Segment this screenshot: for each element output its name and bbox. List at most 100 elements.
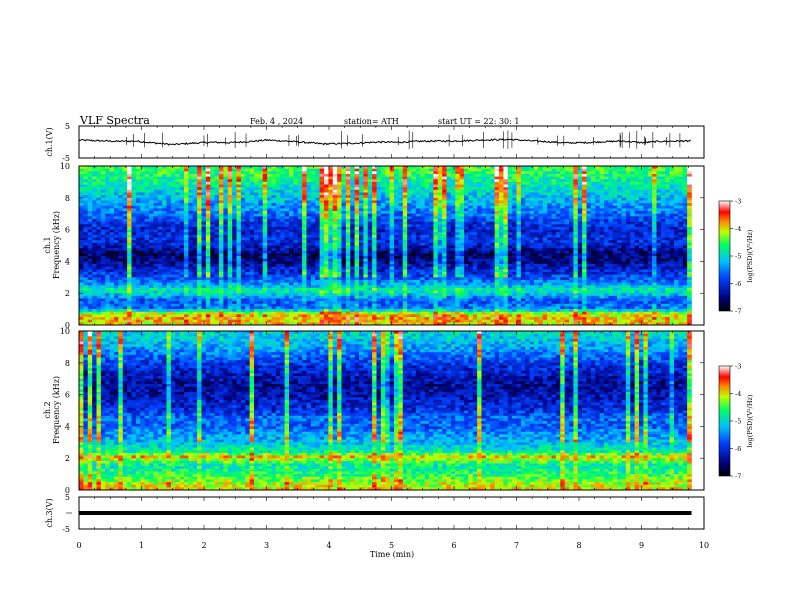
spectrogram-cell [617, 208, 622, 212]
spectrogram-cell [385, 200, 390, 204]
spectrogram-cell [630, 197, 635, 201]
spectrogram-cell [354, 253, 360, 257]
spectrogram-cell [512, 176, 517, 180]
spectrogram-cell [625, 187, 631, 191]
spectrogram-cell [293, 245, 299, 249]
spectrogram-cell [555, 232, 561, 236]
spectrogram-cell [135, 189, 141, 193]
spectrogram-cell [682, 211, 688, 214]
spectrogram-cell [564, 176, 570, 180]
spectrogram-cell [324, 192, 329, 196]
spectrogram-cell [240, 240, 246, 244]
spectrogram-cell [92, 221, 97, 225]
spectrogram-cell [144, 213, 150, 217]
spectrogram-cell [162, 211, 167, 214]
spectrogram-cell [398, 192, 404, 196]
spectrogram-cell [96, 237, 102, 241]
spectrogram-cell [236, 208, 242, 212]
spectrogram-cell [415, 232, 421, 236]
spectrogram-cell [599, 205, 605, 209]
spectrogram-cell [188, 248, 194, 252]
spectrogram-cell [328, 216, 334, 220]
spectrogram-cell [599, 213, 605, 217]
spectrogram-cell [87, 250, 93, 254]
spectrogram-cell [490, 200, 495, 204]
spectrogram-cell [402, 237, 408, 241]
spectrogram-cell [197, 245, 202, 249]
spectrogram-cell [621, 208, 627, 212]
spectrogram-cell [503, 250, 509, 254]
spectrogram-cell [411, 173, 417, 177]
spectrogram-cell [297, 253, 303, 257]
spectrogram-cell [411, 203, 417, 207]
spectrogram-cell [534, 242, 539, 246]
spectrogram-cell [507, 184, 513, 188]
spectrogram-cell [192, 192, 198, 196]
spectrogram-cell [494, 248, 500, 252]
spectrogram-cell [319, 179, 325, 183]
spectrogram-cell [354, 192, 360, 196]
spectrogram-cell [166, 187, 172, 191]
spectrogram-cell [227, 197, 233, 201]
spectrogram-cell [100, 248, 106, 252]
spectrogram-cell [520, 253, 526, 257]
spectrogram-cell [227, 229, 233, 233]
spectrogram-cell [319, 181, 325, 185]
spectrogram-cell [184, 232, 189, 236]
spectrogram-cell [245, 168, 250, 172]
spectrogram-cell [96, 248, 102, 252]
spectrogram-cell [219, 221, 224, 225]
spectrogram-cell [564, 195, 570, 199]
spectrogram-cell [332, 248, 338, 252]
spectrogram-cell [328, 200, 334, 204]
spectrogram-cell [197, 189, 202, 193]
spectrogram-cell [538, 224, 544, 228]
spectrogram-cell [485, 192, 491, 196]
spectrogram-cell [665, 226, 670, 230]
spectrogram-cell [560, 250, 565, 254]
spectrogram-cell [442, 184, 447, 188]
spectrogram-cell [262, 171, 268, 175]
spectrogram-cell [542, 250, 548, 254]
spectrogram-cell [564, 219, 570, 222]
spectrogram-cell [450, 229, 456, 233]
spectrogram-cell [464, 234, 469, 238]
spectrogram-cell [319, 187, 325, 191]
spectrogram-cell [424, 200, 430, 204]
spectrogram-cell [525, 168, 530, 172]
spectrogram-cell [188, 189, 194, 193]
spectrogram-cell [599, 195, 605, 199]
spectrogram-cell [271, 213, 277, 217]
spectrogram-cell [402, 176, 408, 180]
spectrogram-cell [372, 168, 377, 172]
spectrogram-cell [687, 240, 692, 244]
spectrogram-cell [656, 229, 662, 233]
spectrogram-cell [135, 253, 141, 257]
spectrogram-cell [131, 205, 137, 209]
spectrogram-cell [660, 184, 666, 188]
spectrogram-cell [595, 197, 600, 201]
spectrogram-cell [350, 248, 355, 252]
spectrogram-cell [612, 245, 618, 249]
spectrogram-cell [87, 216, 93, 220]
spectrogram-cell [188, 197, 194, 201]
spectrogram-cell [595, 253, 600, 257]
spectrogram-cell [630, 250, 635, 254]
spectrogram-cell [494, 256, 500, 260]
spectrogram-cell [135, 184, 141, 188]
spectrogram-cell [538, 213, 544, 217]
spectrogram-cell [337, 237, 342, 241]
spectrogram-cell [337, 229, 342, 233]
spectrogram-cell [494, 211, 500, 214]
spectrogram-cell [227, 250, 233, 254]
spectrogram-cell [332, 189, 338, 193]
spectrogram-cell [468, 248, 474, 252]
spectrogram-cell [359, 176, 364, 180]
spectrogram-cell [109, 240, 115, 244]
spectrogram-cell [197, 197, 202, 201]
spectrogram-cell [376, 171, 382, 175]
spectrogram-cell [332, 171, 338, 175]
spectrogram-cell [293, 250, 299, 254]
spectrogram-cell [258, 248, 264, 252]
spectrogram-cell [547, 181, 552, 185]
